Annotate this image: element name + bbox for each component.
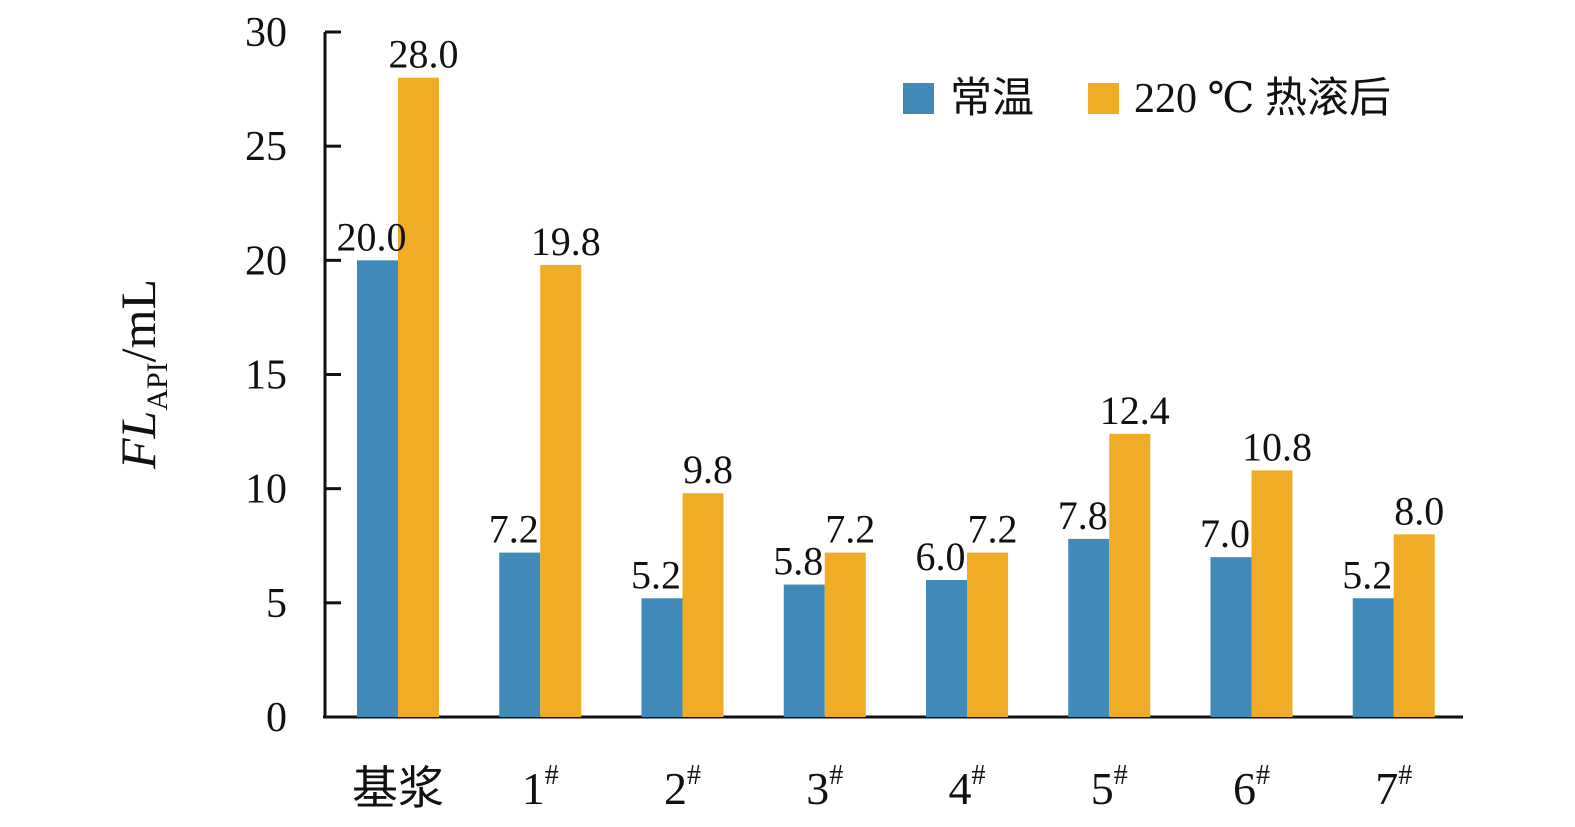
category-label-6: 6#	[1233, 760, 1270, 814]
category-label-0: 基浆	[352, 763, 444, 814]
data-label-0-4: 6.0	[916, 534, 966, 579]
bar-1-7	[1393, 534, 1435, 717]
bar-0-3	[783, 584, 825, 717]
category-label-main: 3	[806, 763, 829, 814]
data-label-1-1: 19.8	[531, 219, 601, 264]
data-label-1-0: 28.0	[389, 32, 459, 77]
category-label-main: 基浆	[352, 763, 444, 814]
data-label-0-0: 20.0	[337, 214, 407, 259]
category-label-3: 3#	[806, 760, 843, 814]
category-label-7: 7#	[1375, 760, 1412, 814]
category-label-sup: #	[1114, 760, 1128, 791]
category-label-sup: #	[1398, 760, 1412, 791]
legend-label-0: 常温	[950, 76, 1034, 122]
y-tick-label: 15	[245, 353, 287, 399]
data-label-1-2: 9.8	[683, 447, 733, 492]
data-label-1-3: 7.2	[825, 507, 875, 552]
legend-swatch-1	[1088, 83, 1119, 114]
y-axis-label: FLAPI/mL	[110, 279, 174, 470]
bar-0-0	[357, 260, 398, 717]
category-label-5: 5#	[1091, 760, 1128, 814]
bar-0-1	[499, 552, 541, 717]
category-label-main: 5	[1091, 763, 1114, 814]
data-label-0-7: 5.2	[1342, 552, 1392, 597]
category-label-sup: #	[545, 760, 559, 791]
y-tick-label: 5	[266, 581, 287, 627]
y-axis-label-unit: /mL	[110, 279, 166, 362]
legend-swatch-0	[903, 83, 934, 114]
category-label-sup: #	[1256, 760, 1270, 791]
y-axis-label-main: FL	[110, 411, 166, 470]
category-label-1: 1#	[522, 760, 559, 814]
y-tick-label: 30	[245, 10, 287, 56]
y-tick-label: 20	[245, 238, 287, 284]
data-label-0-1: 7.2	[489, 507, 539, 552]
bar-0-5	[1068, 538, 1110, 717]
y-axis-title: FLAPI/mL	[110, 279, 174, 470]
data-label-0-3: 5.8	[773, 539, 823, 584]
bar-1-5	[1109, 433, 1151, 717]
bar-1-6	[1251, 470, 1293, 717]
bar-1-0	[398, 77, 439, 717]
data-labels: 20.0 7.2 5.2 5.8 6.0 7.8 7.0 5.2 28.0 19.8 9.8 7.2 7…	[337, 32, 1445, 598]
category-label-main: 2	[664, 763, 687, 814]
bar-1-2	[682, 493, 724, 717]
bar-0-7	[1352, 598, 1394, 717]
category-label-sup: #	[972, 760, 986, 791]
category-label-2: 2#	[664, 760, 701, 814]
category-label-main: 6	[1233, 763, 1256, 814]
category-label-4: 4#	[949, 760, 986, 814]
category-label-sup: #	[687, 760, 701, 791]
y-axis-label-sub: API	[141, 362, 174, 410]
data-label-0-6: 7.0	[1200, 511, 1250, 556]
category-label-sup: #	[829, 760, 843, 791]
category-label-main: 1	[522, 763, 545, 814]
legend-label-1: 220 ℃ 热滚后	[1134, 76, 1391, 122]
data-label-1-7: 8.0	[1394, 488, 1444, 533]
data-label-1-4: 7.2	[968, 507, 1018, 552]
y-tick-label: 10	[245, 467, 287, 513]
bar-1-3	[824, 552, 866, 717]
data-label-0-2: 5.2	[631, 552, 681, 597]
y-tick-label: 0	[266, 695, 287, 741]
bar-1-1	[540, 264, 582, 717]
bar-0-2	[641, 598, 683, 717]
bar-0-6	[1210, 557, 1252, 717]
bars	[357, 77, 1435, 717]
data-label-0-5: 7.8	[1058, 493, 1108, 538]
category-label-main: 7	[1375, 763, 1398, 814]
bar-1-4	[967, 552, 1008, 717]
data-label-1-6: 10.8	[1242, 424, 1312, 469]
bar-0-4	[926, 580, 967, 717]
y-ticks: 0 5 10 15 20 25 30	[245, 10, 341, 741]
category-label-main: 4	[949, 763, 972, 814]
category-labels: 基浆 1# 2# 3# 4# 5# 6# 7#	[352, 760, 1412, 814]
data-label-1-5: 12.4	[1100, 388, 1170, 433]
y-tick-label: 25	[245, 124, 287, 170]
legend: 常温 220 ℃ 热滚后	[903, 76, 1391, 122]
